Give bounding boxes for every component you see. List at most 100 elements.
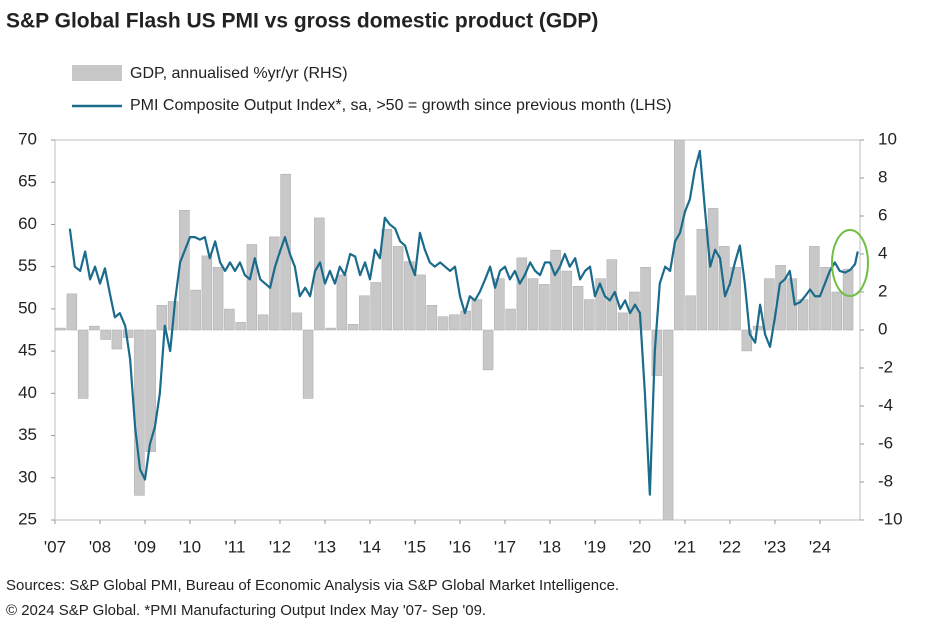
x-tick-label: '17 bbox=[494, 537, 516, 556]
bar bbox=[134, 329, 145, 496]
bar bbox=[539, 284, 550, 331]
y2-tick-label: 10 bbox=[878, 129, 897, 148]
bar bbox=[235, 322, 246, 331]
y-tick-label: 35 bbox=[18, 425, 37, 444]
bar bbox=[741, 329, 753, 352]
x-tick-label: '10 bbox=[179, 537, 201, 556]
highlight-ellipse bbox=[831, 229, 869, 297]
bar bbox=[415, 274, 426, 331]
bar bbox=[246, 244, 258, 331]
plot-area: 25 30 35 40 45 50 55 60 65 70 -10 -8 -6 -4 -2 0 2 4 6 8 10 '0… bbox=[18, 129, 903, 556]
bar bbox=[809, 246, 820, 331]
legend-label: GDP, annualised %yr/yr (RHS) bbox=[130, 65, 348, 82]
source-note: © 2024 S&P Global. *PMI Manufacturing Ou… bbox=[6, 602, 486, 619]
bar bbox=[325, 327, 336, 331]
bar bbox=[584, 299, 595, 331]
x-tick-label: '07 bbox=[44, 537, 66, 556]
bar bbox=[66, 293, 78, 331]
bar bbox=[561, 270, 573, 331]
bar bbox=[336, 274, 348, 331]
y-tick-label: 60 bbox=[18, 214, 37, 233]
bar bbox=[449, 314, 460, 331]
bar bbox=[179, 210, 190, 331]
bar bbox=[640, 266, 651, 331]
y2-tick-label: -8 bbox=[878, 471, 893, 490]
bar bbox=[359, 295, 370, 331]
y-tick-label: 30 bbox=[18, 467, 37, 486]
bar bbox=[550, 249, 561, 331]
y2-tick-label: 0 bbox=[878, 319, 887, 338]
x-tick-label: '18 bbox=[539, 537, 561, 556]
x-tick-label: '20 bbox=[629, 537, 651, 556]
bar bbox=[471, 299, 483, 331]
bar bbox=[842, 268, 854, 331]
bar bbox=[291, 312, 303, 331]
bar bbox=[707, 208, 719, 331]
bar bbox=[190, 289, 201, 331]
bar bbox=[831, 291, 843, 331]
y-tick-label: 70 bbox=[18, 129, 37, 148]
y-tick-label: 55 bbox=[18, 256, 37, 275]
bar bbox=[797, 299, 809, 331]
bar bbox=[775, 265, 786, 331]
legend-label: PMI Composite Output Index*, sa, >50 = g… bbox=[130, 97, 672, 114]
source-note: Sources: S&P Global PMI, Bureau of Econo… bbox=[6, 577, 619, 594]
bar bbox=[77, 329, 89, 399]
bar bbox=[224, 308, 235, 331]
bar bbox=[392, 246, 404, 331]
x-tick-label: '11 bbox=[225, 537, 246, 556]
x-tick-label: '14 bbox=[359, 537, 381, 556]
bar bbox=[494, 278, 505, 331]
y-tick-label: 65 bbox=[18, 172, 37, 191]
bar bbox=[302, 329, 314, 399]
y-tick-label: 45 bbox=[18, 341, 37, 360]
bar bbox=[572, 285, 584, 331]
y-tick-label: 40 bbox=[18, 383, 37, 402]
legend: GDP, annualised %yr/yr (RHS) PMI Composi… bbox=[72, 65, 672, 114]
bar bbox=[685, 295, 696, 331]
bar bbox=[269, 236, 280, 331]
x-tick-label: '24 bbox=[809, 537, 831, 556]
bar bbox=[617, 312, 629, 331]
bar bbox=[662, 329, 674, 520]
y-tick-label: 50 bbox=[18, 298, 37, 317]
bar bbox=[257, 314, 269, 331]
x-tick-label: '23 bbox=[764, 537, 786, 556]
y-tick-label: 25 bbox=[18, 509, 37, 528]
bar bbox=[381, 229, 393, 331]
bar bbox=[764, 278, 775, 331]
bar bbox=[347, 323, 359, 331]
bar bbox=[516, 257, 528, 331]
x-tick-label: '21 bbox=[674, 537, 696, 556]
bar bbox=[482, 329, 494, 371]
bar bbox=[820, 266, 831, 331]
bar bbox=[426, 304, 438, 331]
y2-tick-label: 2 bbox=[878, 281, 887, 300]
bar bbox=[156, 304, 168, 331]
y2-tick-label: 8 bbox=[878, 167, 887, 186]
bar bbox=[595, 278, 606, 331]
y2-tick-label: 4 bbox=[878, 243, 887, 262]
pmi-line bbox=[68, 149, 859, 496]
y2-tick-label: -10 bbox=[878, 509, 903, 528]
bar bbox=[111, 329, 123, 350]
bar bbox=[212, 266, 224, 331]
bar bbox=[122, 329, 134, 338]
x-tick-label: '19 bbox=[584, 537, 606, 556]
bar bbox=[527, 278, 539, 331]
bar bbox=[55, 327, 66, 331]
bar bbox=[696, 229, 708, 331]
chart-title: S&P Global Flash US PMI vs gross domesti… bbox=[6, 10, 598, 33]
x-tick-label: '12 bbox=[269, 537, 291, 556]
y2-tick-label: -6 bbox=[878, 433, 893, 452]
series-layer bbox=[55, 140, 859, 520]
bar bbox=[437, 316, 449, 331]
bar bbox=[89, 325, 100, 331]
x-tick-label: '08 bbox=[89, 537, 111, 556]
legend-swatch bbox=[72, 65, 122, 81]
y2-tick-label: -2 bbox=[878, 357, 893, 376]
bar bbox=[100, 329, 111, 340]
y2-tick-label: 6 bbox=[878, 205, 887, 224]
x-tick-label: '22 bbox=[719, 537, 741, 556]
